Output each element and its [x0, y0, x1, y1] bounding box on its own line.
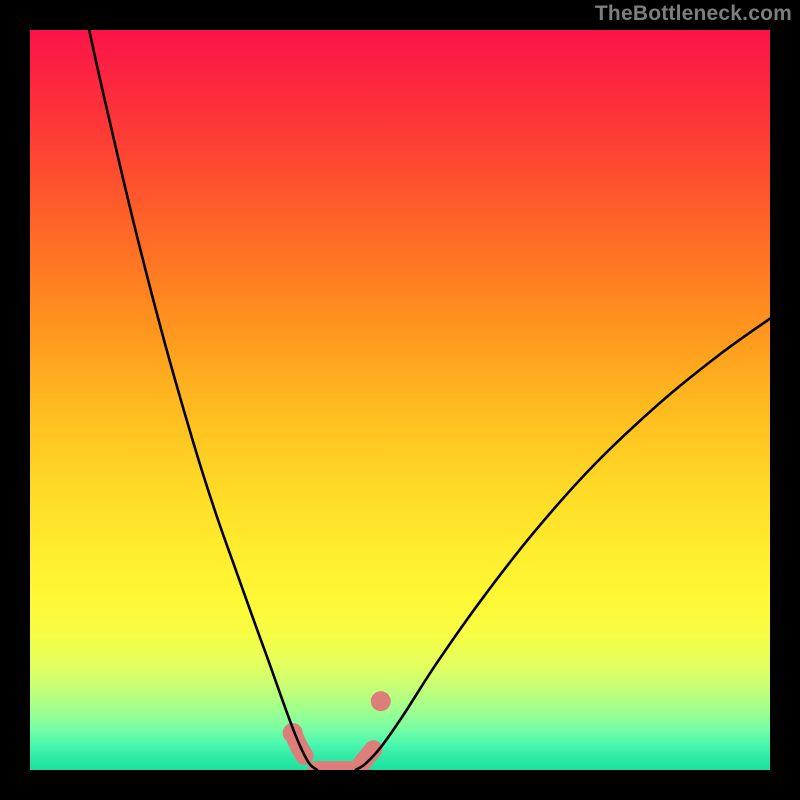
- chart-root: TheBottleneck.com: [0, 0, 800, 800]
- bottleneck-curve-chart: [0, 0, 800, 800]
- watermark-text: TheBottleneck.com: [595, 2, 792, 26]
- marker-dot: [371, 691, 391, 711]
- plot-area: [30, 30, 770, 770]
